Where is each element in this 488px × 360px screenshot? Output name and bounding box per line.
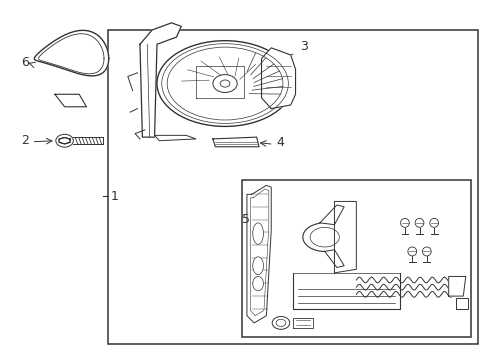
Ellipse shape <box>309 227 339 247</box>
Ellipse shape <box>252 276 263 291</box>
Circle shape <box>56 134 73 147</box>
Polygon shape <box>261 48 295 109</box>
Polygon shape <box>334 202 356 273</box>
Text: 2: 2 <box>21 134 29 147</box>
Polygon shape <box>455 298 467 309</box>
Ellipse shape <box>302 223 346 251</box>
Polygon shape <box>324 249 344 267</box>
Polygon shape <box>292 318 312 328</box>
Polygon shape <box>212 137 259 147</box>
Circle shape <box>212 75 237 93</box>
Polygon shape <box>196 66 244 98</box>
Circle shape <box>276 319 285 327</box>
Polygon shape <box>59 138 70 144</box>
Polygon shape <box>246 185 271 323</box>
Ellipse shape <box>407 247 416 256</box>
Polygon shape <box>154 135 196 141</box>
Bar <box>108 30 477 344</box>
Polygon shape <box>319 205 344 225</box>
Ellipse shape <box>400 219 408 227</box>
Text: 6: 6 <box>21 56 29 69</box>
Ellipse shape <box>252 223 263 244</box>
Polygon shape <box>55 94 86 107</box>
Text: 5: 5 <box>242 213 249 226</box>
Text: 4: 4 <box>276 136 284 149</box>
Ellipse shape <box>157 41 292 126</box>
Polygon shape <box>448 276 465 296</box>
Circle shape <box>220 80 229 87</box>
Text: 1: 1 <box>111 190 119 203</box>
Ellipse shape <box>414 219 423 227</box>
Ellipse shape <box>429 219 438 227</box>
Ellipse shape <box>422 247 430 256</box>
Circle shape <box>272 316 289 329</box>
Polygon shape <box>34 30 108 76</box>
Ellipse shape <box>252 257 263 275</box>
Text: 3: 3 <box>300 40 307 53</box>
Polygon shape <box>140 23 181 137</box>
Bar <box>242 180 469 337</box>
